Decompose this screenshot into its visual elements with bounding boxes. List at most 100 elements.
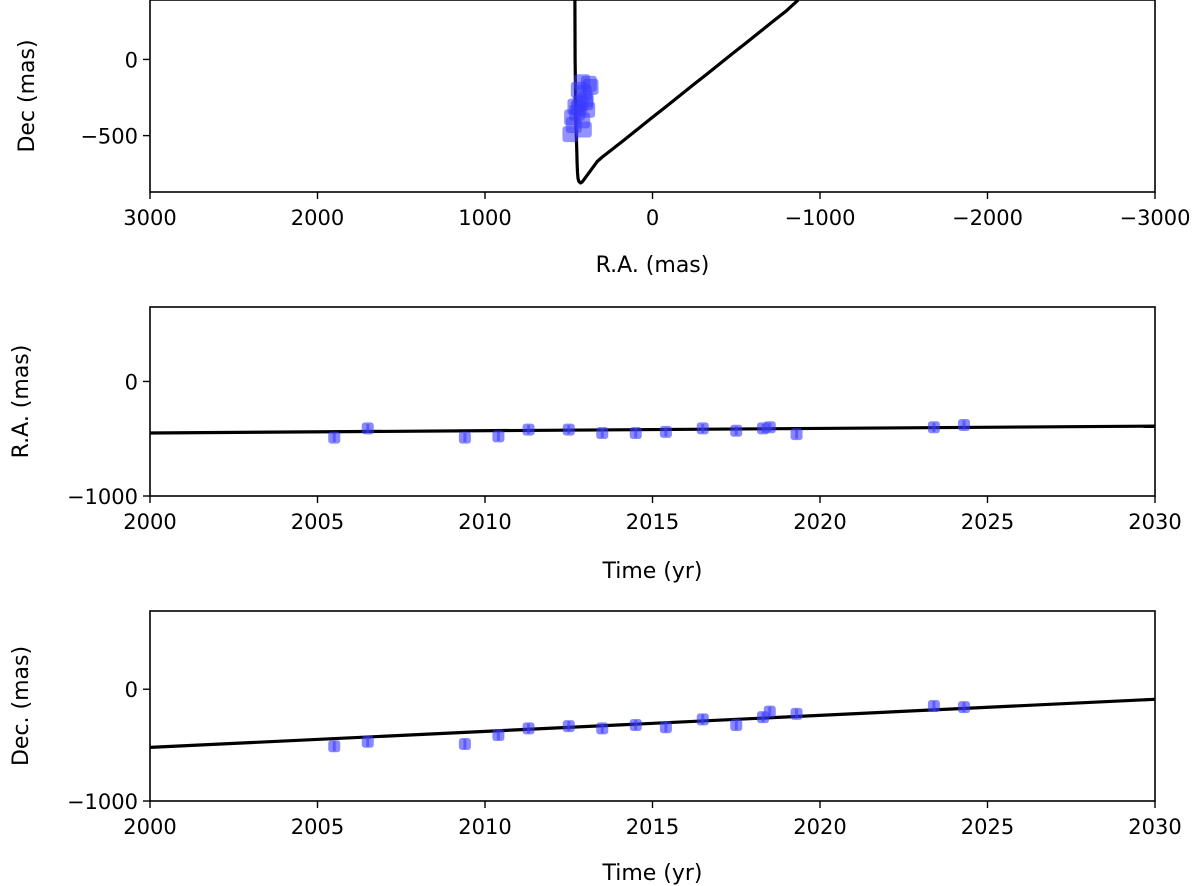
data-point (328, 431, 341, 444)
x-tick-label: 2000 (291, 206, 344, 230)
data-point (730, 424, 743, 437)
marker (763, 705, 776, 718)
data-point (790, 707, 803, 720)
x-tick-label: 2015 (626, 815, 679, 839)
x-tick-label: 2025 (961, 815, 1014, 839)
marker (596, 722, 609, 735)
data-point (361, 735, 374, 748)
x-tick-label: 2010 (458, 815, 511, 839)
marker (458, 738, 471, 750)
axes-frame (149, 306, 1156, 497)
x-tick-label: −3000 (1119, 206, 1190, 230)
model-line (150, 697, 1155, 749)
marker (361, 735, 374, 748)
x-axis-label: Time (yr) (601, 861, 702, 886)
marker (730, 424, 743, 437)
model-line (150, 424, 1155, 435)
marker (958, 701, 971, 714)
marker (790, 707, 803, 720)
y-axis-label: Dec. (mas) (9, 646, 34, 766)
marker (328, 431, 341, 444)
x-tick-label: 2005 (291, 815, 344, 839)
x-tick-label: 2005 (291, 510, 344, 534)
marker (696, 422, 709, 435)
data-point (958, 701, 971, 714)
marker (763, 421, 776, 434)
orbit-curve (573, 0, 800, 185)
data-point (629, 719, 642, 731)
y-tick-label: 0 (125, 678, 138, 702)
x-tick-label: 2030 (1128, 815, 1181, 839)
y-tick-label: 0 (125, 48, 138, 72)
y-tick-label: 0 (125, 370, 138, 394)
marker (562, 423, 575, 436)
data-point (927, 421, 940, 434)
x-tick-label: 2025 (961, 510, 1014, 534)
marker (522, 722, 535, 735)
x-tick-label: 2020 (793, 510, 846, 534)
data-point (730, 719, 743, 731)
marker (596, 427, 609, 439)
data-point (696, 422, 709, 435)
y-axis-label: R.A. (mas) (9, 345, 34, 459)
marker (577, 94, 594, 111)
x-axis-label: Time (yr) (601, 559, 702, 584)
marker (562, 126, 579, 143)
marker (492, 430, 505, 443)
data-point (577, 94, 594, 111)
x-tick-label: 2010 (458, 510, 511, 534)
marker (629, 427, 642, 439)
data-point (659, 425, 672, 438)
y-tick-label: −1000 (67, 485, 138, 509)
marker (659, 425, 672, 438)
data-point (562, 423, 575, 436)
data-point (790, 428, 803, 441)
y-axis-label: Dec (mas) (15, 39, 40, 152)
data-point (522, 722, 535, 735)
x-tick-label: 0 (646, 206, 659, 230)
panel-1: 3000 2000 1000 0 −1000 −2000 −3000 0 −500 R.A. (m… (15, 0, 1191, 278)
data-point (696, 713, 709, 726)
marker (361, 422, 374, 435)
data-point (522, 423, 535, 436)
marker (927, 700, 940, 712)
data-point (596, 427, 609, 439)
data-point (328, 740, 341, 753)
data-point (927, 700, 940, 712)
x-tick-label: 2000 (123, 815, 176, 839)
plot-area (562, 0, 800, 185)
marker (522, 423, 535, 436)
marker (659, 721, 672, 734)
x-tick-label: 2020 (793, 815, 846, 839)
data-point (458, 738, 471, 750)
panel-3: 2000 2005 2010 2015 2020 2025 2030 0 −1000 Time (… (9, 610, 1182, 886)
x-tick-label: 1000 (458, 206, 511, 230)
data-point (458, 431, 471, 444)
plot-area (150, 697, 1155, 753)
data-point (629, 427, 642, 439)
marker (927, 421, 940, 434)
x-tick-label: 2015 (626, 510, 679, 534)
marker (629, 719, 642, 731)
marker (790, 428, 803, 441)
marker (328, 740, 341, 753)
data-point (659, 721, 672, 734)
data-point (562, 720, 575, 733)
x-tick-label: 2000 (123, 510, 176, 534)
marker (696, 713, 709, 726)
y-tick-label: −1000 (67, 790, 138, 814)
x-tick-label: −1000 (784, 206, 855, 230)
x-tick-label: −2000 (952, 206, 1023, 230)
data-point (763, 705, 776, 718)
x-axis-label: R.A. (mas) (596, 253, 710, 278)
marker (730, 719, 743, 731)
data-point (958, 418, 971, 431)
marker (958, 418, 971, 431)
plot-area (150, 418, 1155, 444)
data-point (361, 422, 374, 435)
x-tick-label: 2030 (1128, 510, 1181, 534)
data-point (492, 430, 505, 443)
x-tick-label: 3000 (123, 206, 176, 230)
data-point (763, 421, 776, 434)
